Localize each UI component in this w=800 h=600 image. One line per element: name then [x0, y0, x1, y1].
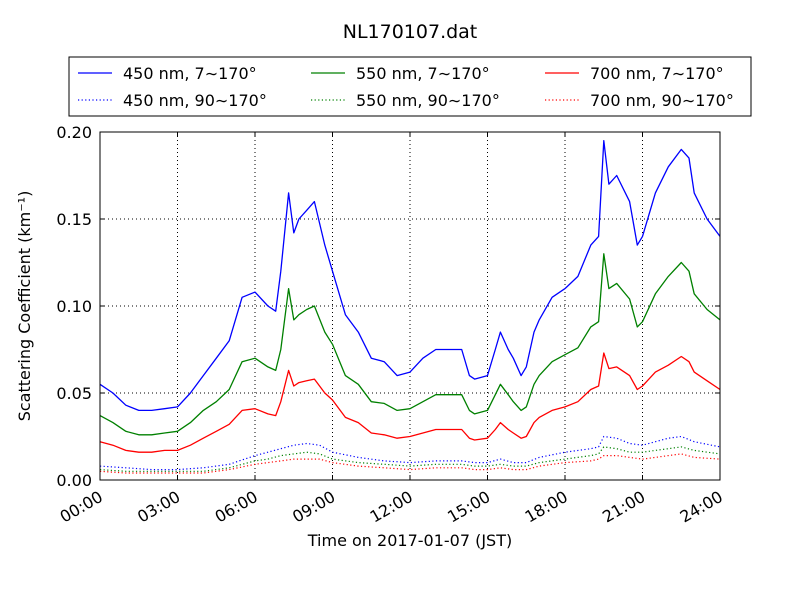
y-tick-label: 0.05	[56, 384, 92, 403]
legend: 450 nm, 7∼170° 550 nm, 7∼170° 700 nm, 7∼17…	[68, 56, 752, 117]
y-tick-label: 0.00	[56, 471, 92, 490]
legend-label: 450 nm, 7∼170°	[123, 64, 257, 83]
series-line	[99, 140, 721, 412]
legend-label: 550 nm, 7∼170°	[356, 64, 490, 83]
chart-title: NL170107.dat	[343, 21, 478, 43]
y-tick-label: 0.15	[56, 210, 92, 229]
series-line	[99, 435, 721, 471]
legend-box	[68, 56, 752, 117]
legend-label: 550 nm, 90∼170°	[356, 91, 500, 110]
series-line	[99, 446, 721, 472]
legend-label: 700 nm, 90∼170°	[590, 91, 734, 110]
series-line	[99, 253, 721, 436]
y-tick-label: 0.20	[56, 123, 92, 142]
y-tick-label: 0.10	[56, 297, 92, 316]
x-axis-title: Time on 2017-01-07 (JST)	[307, 531, 512, 550]
legend-label: 450 nm, 90∼170°	[123, 91, 267, 110]
plot-area	[99, 140, 721, 474]
series-line	[99, 352, 721, 453]
series-line	[99, 453, 721, 474]
legend-label: 700 nm, 7∼170°	[590, 64, 724, 83]
y-axis-title: Scattering Coefficient (km⁻¹)	[15, 191, 34, 422]
grid	[100, 132, 720, 480]
